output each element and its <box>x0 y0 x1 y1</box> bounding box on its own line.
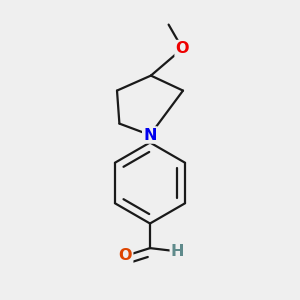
Text: O: O <box>176 41 189 56</box>
Text: N: N <box>143 128 157 142</box>
Text: H: H <box>171 244 184 259</box>
Text: O: O <box>119 248 132 263</box>
